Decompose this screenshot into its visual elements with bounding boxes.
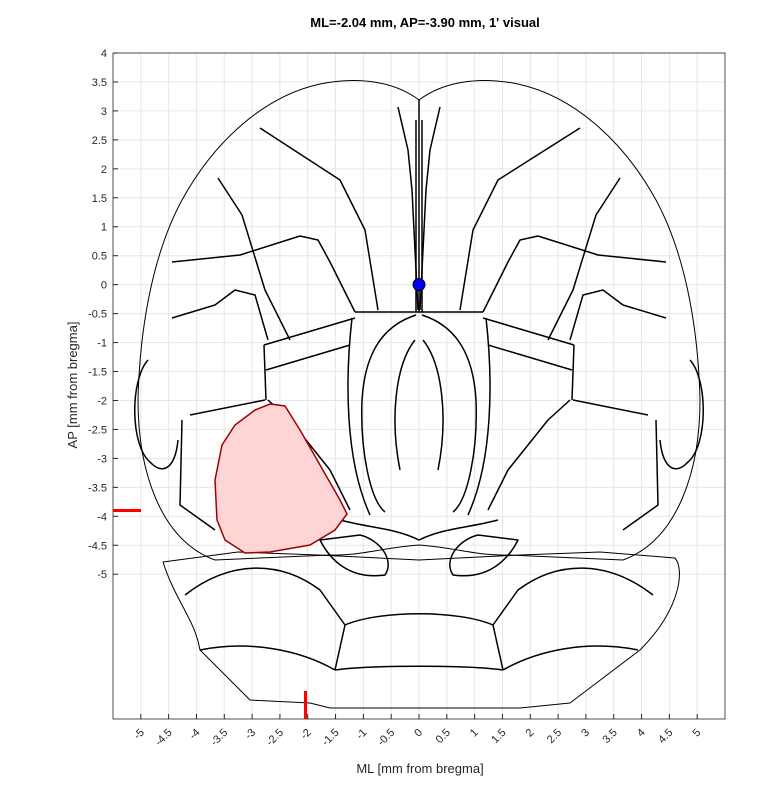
bregma-point xyxy=(412,278,426,292)
colliculus xyxy=(319,534,519,577)
temporal-left xyxy=(134,359,216,531)
posterior-edge xyxy=(339,519,499,541)
x-tick-label: -2 xyxy=(298,727,313,742)
cortex-outline xyxy=(137,80,701,561)
x-tick-label: 2.5 xyxy=(545,727,564,746)
frontal-region-right xyxy=(459,127,581,311)
x-axis-label: ML [mm from bregma] xyxy=(356,761,483,776)
x-tick-label: 2 xyxy=(524,727,537,740)
somatosensory-left xyxy=(171,235,356,313)
visual-medial-right xyxy=(467,317,491,516)
x-tick-label: -3 xyxy=(243,727,258,742)
frontal-divide-left xyxy=(397,106,419,311)
x-tick-label: 1.5 xyxy=(489,727,508,746)
cerebellum-outline xyxy=(162,551,680,709)
y-tick-label: -2 xyxy=(97,395,107,407)
y-tick-label: -3 xyxy=(97,453,107,465)
motor-divide-right xyxy=(547,177,621,341)
visual-medial-left xyxy=(347,317,371,516)
retrosplenial-right xyxy=(421,314,478,513)
parietal-right xyxy=(482,317,575,401)
y-tick-label: -2.5 xyxy=(88,424,107,436)
y-tick-label: 1 xyxy=(101,222,107,234)
y-axis-ticks: 4 3.5 3 2.5 2 1.5 1 0.5 0 -0.5 -1 -1.5 -2 -2.5 -3 -3.5 -… xyxy=(88,48,118,581)
chart-title: ML=-2.04 mm, AP=-3.90 mm, 1' visual xyxy=(310,15,540,30)
y-tick-label: 2.5 xyxy=(92,135,107,147)
y-tick-label: 1.5 xyxy=(92,193,107,205)
x-tick-label: 0.5 xyxy=(434,727,453,746)
x-tick-label: -1.5 xyxy=(320,727,342,749)
x-tick-label: 4.5 xyxy=(656,727,675,746)
x-tick-label: -4 xyxy=(187,727,202,742)
y-tick-label: -1.5 xyxy=(88,367,107,379)
visual-lateral-right xyxy=(487,399,649,511)
motor-divide-left xyxy=(217,177,291,341)
y-tick-label: -4.5 xyxy=(88,540,107,552)
highlighted-region-1-visual xyxy=(214,403,348,554)
x-tick-label: -1 xyxy=(354,727,369,742)
x-tick-label: 4 xyxy=(635,727,648,740)
y-tick-label: 3 xyxy=(101,106,107,118)
parietal-left xyxy=(263,317,356,401)
y-tick-label: -1 xyxy=(97,338,107,350)
y-tick-label: -0.5 xyxy=(88,309,107,321)
frontal-region-left xyxy=(259,127,379,311)
x-tick-label: 3 xyxy=(579,727,592,740)
y-tick-label: 0.5 xyxy=(92,251,107,263)
x-tick-label: -4.5 xyxy=(153,727,175,749)
y-tick-label: -4 xyxy=(97,511,107,523)
barrel-divide-right xyxy=(569,289,667,341)
x-tick-label: 5 xyxy=(690,727,703,740)
y-axis-label: AP [mm from bregma] xyxy=(65,322,80,449)
x-tick-label: -3.5 xyxy=(208,727,230,749)
x-tick-label: 1 xyxy=(468,727,481,740)
cerebellum-lobes xyxy=(184,567,654,671)
y-tick-label: 4 xyxy=(101,48,107,60)
y-tick-label: -5 xyxy=(97,569,107,581)
somatosensory-right xyxy=(482,235,667,313)
x-tick-label: -2.5 xyxy=(264,727,286,749)
x-tick-label: -0.5 xyxy=(375,727,397,749)
temporal-right xyxy=(622,359,704,531)
y-tick-label: -3.5 xyxy=(88,482,107,494)
frontal-divide-right xyxy=(419,106,441,311)
x-tick-label: 0 xyxy=(412,727,425,740)
retrosplenial-left xyxy=(360,314,417,513)
y-tick-label: 3.5 xyxy=(92,77,107,89)
y-tick-label: 0 xyxy=(101,280,107,292)
x-tick-label: 3.5 xyxy=(601,727,620,746)
y-tick-label: 2 xyxy=(101,164,107,176)
barrel-divide-left xyxy=(171,289,269,341)
x-tick-label: -5 xyxy=(132,727,147,742)
